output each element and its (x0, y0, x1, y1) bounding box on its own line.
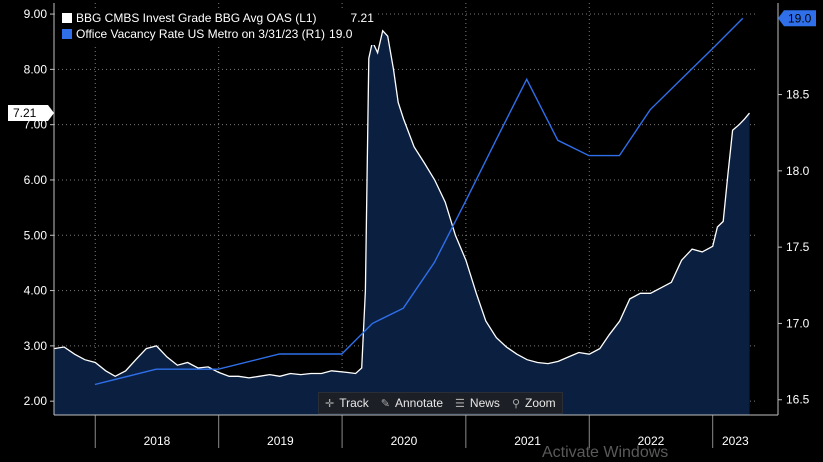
annotate-button[interactable]: ✎ Annotate (375, 393, 449, 413)
watermark-text: Activate Windows (542, 444, 669, 461)
annotate-label: Annotate (395, 396, 444, 410)
track-button[interactable]: ✛ Track (319, 393, 375, 413)
legend: BBG CMBS Invest Grade BBG Avg OAS (L1) 7… (58, 8, 378, 45)
right-tick-label: 16.5 (786, 393, 810, 407)
right-tick-label: 18.5 (786, 88, 810, 102)
pencil-icon: ✎ (380, 397, 390, 410)
legend-value: 7.21 (350, 11, 374, 25)
zoom-button[interactable]: ⚲ Zoom (506, 393, 562, 413)
x-tick-label: 2023 (722, 434, 749, 448)
chart-toolbar: ✛ Track ✎ Annotate ☰ News ⚲ Zoom (318, 392, 563, 414)
magnifier-icon: ⚲ (511, 397, 520, 410)
legend-label: BBG CMBS Invest Grade BBG Avg OAS (L1) (76, 11, 317, 25)
news-label: News (469, 396, 500, 410)
axes (53, 3, 779, 448)
right-tick-label: 17.0 (786, 316, 810, 330)
cmbs-oas-line (53, 29, 750, 379)
news-icon: ☰ (455, 397, 465, 410)
x-axis-ticks: 2018 2019 2020 2021 2022 2023 (144, 434, 749, 448)
x-tick-label: 2018 (144, 434, 171, 448)
left-tick-label: 6.00 (24, 173, 48, 187)
x-tick-label: 2019 (267, 434, 294, 448)
left-tick-label: 7.00 (24, 118, 48, 132)
left-current-badge (8, 105, 54, 122)
x-tick-label: 2020 (391, 434, 418, 448)
right-current-value: 19.0 (788, 11, 812, 25)
x-tick-label: 2021 (514, 434, 541, 448)
left-axis-ticks: 2.00 3.00 4.00 5.00 6.00 7.00 8.00 9.00 (24, 7, 54, 408)
left-tick-label: 3.00 (24, 339, 48, 353)
left-tick-label: 4.00 (24, 284, 48, 298)
office-vacancy-line (94, 17, 744, 386)
right-series (94, 17, 744, 386)
zoom-label: Zoom (525, 396, 556, 410)
right-tick-label: 17.5 (786, 240, 810, 254)
left-tick-label: 2.00 (24, 394, 48, 408)
left-tick-label: 8.00 (24, 62, 48, 76)
right-tick-label: 18.0 (786, 164, 810, 178)
left-tick-label: 5.00 (24, 228, 48, 242)
legend-swatch-blue (62, 29, 72, 39)
track-label: Track (339, 396, 369, 410)
legend-item-vacancy[interactable]: Office Vacancy Rate US Metro on 3/31/23 … (62, 26, 374, 42)
crosshair-icon: ✛ (325, 397, 335, 410)
news-button[interactable]: ☰ News (449, 393, 506, 413)
right-current-badge (778, 10, 816, 27)
cmbs-oas-area (54, 30, 750, 415)
left-series (53, 29, 750, 415)
legend-item-cmbs[interactable]: BBG CMBS Invest Grade BBG Avg OAS (L1) 7… (62, 10, 374, 26)
left-tick-label: 9.00 (24, 7, 48, 21)
x-tick-label: 2022 (638, 434, 665, 448)
current-value-markers: 7.21 19.0 (8, 10, 816, 122)
legend-swatch-white (62, 13, 72, 23)
left-current-value: 7.21 (13, 106, 37, 120)
legend-value: 19.0 (329, 27, 353, 41)
legend-label: Office Vacancy Rate US Metro on 3/31/23 … (76, 27, 326, 41)
